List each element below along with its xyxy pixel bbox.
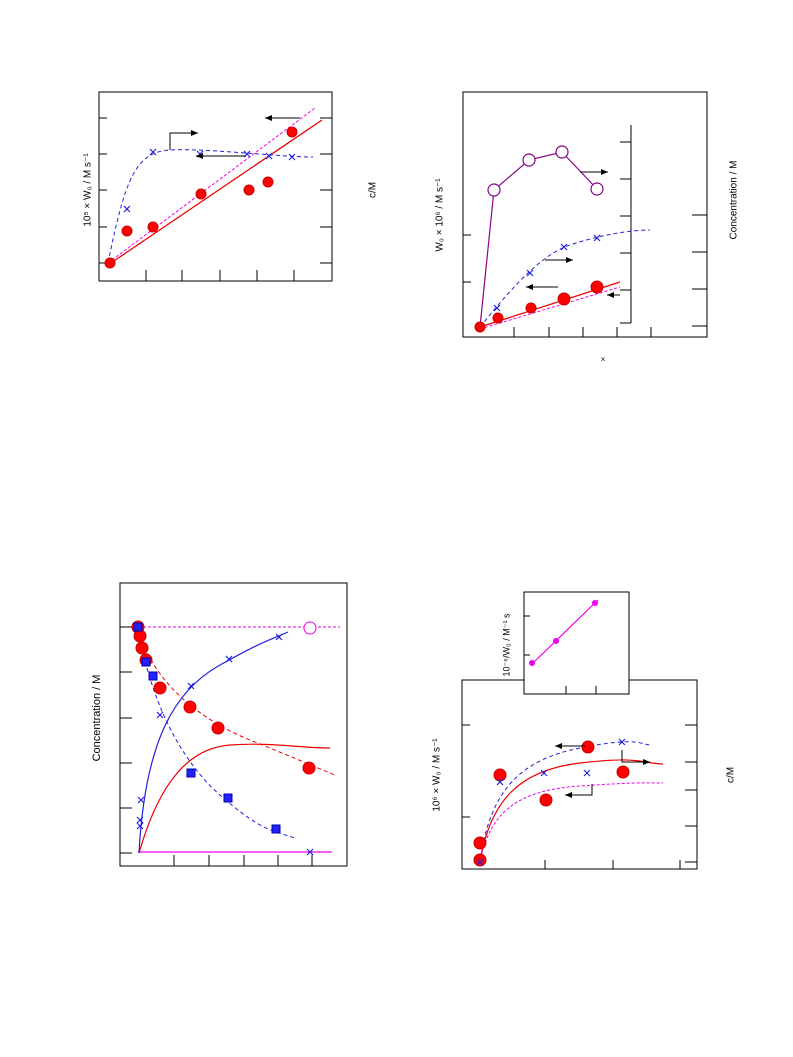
y-label: 10⁶ × W₀ / M s⁻¹ — [432, 738, 443, 812]
y2-label: Concentration / M — [729, 161, 740, 240]
y2-label: c/M — [368, 182, 379, 198]
inset-y-label: 10⁻⁶/W₀ / M⁻¹ s — [501, 613, 511, 676]
y-label: 10⁵ × W₀ / M s⁻¹ — [83, 153, 94, 227]
figure-2: W₀ × 10⁶ / M s⁻¹ Concentration / M × — [435, 91, 740, 364]
figure-4: 10⁻⁶/W₀ / M⁻¹ s 10⁶ × W₀ / M s⁻¹ c/M — [432, 591, 737, 870]
figure-1: 10⁵ × W₀ / M s⁻¹ c/M — [83, 91, 379, 282]
figure-3: Concentration / M — [91, 582, 348, 867]
x-label: × — [601, 355, 606, 364]
y-label: Concentration / M — [91, 675, 103, 762]
y-label: W₀ × 10⁶ / M s⁻¹ — [435, 178, 446, 252]
y2-label: c/M — [726, 767, 737, 783]
